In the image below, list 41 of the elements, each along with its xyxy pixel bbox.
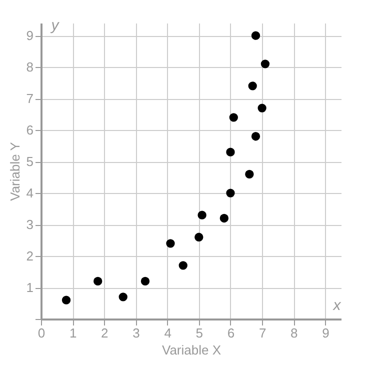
point	[258, 104, 266, 112]
annotation: x	[332, 297, 342, 314]
y-tick-label: 8	[26, 60, 34, 75]
point	[62, 296, 71, 304]
x-tick-label: 0	[38, 326, 46, 340]
x-axis-title: Variable X	[162, 342, 222, 358]
x-tick-label: 3	[132, 326, 140, 340]
y-tick-label: 2	[26, 248, 34, 264]
point	[260, 60, 270, 68]
point	[229, 113, 238, 122]
annotation: y	[50, 17, 60, 34]
point	[251, 132, 260, 141]
y-tick-label: 1	[26, 280, 34, 296]
y-axis-title: Variable Y	[7, 142, 22, 201]
point	[198, 210, 206, 220]
y-tick-label: 6	[26, 122, 34, 138]
point	[226, 188, 235, 198]
point	[166, 239, 175, 248]
x-tick-label: 7	[258, 326, 266, 340]
x-tick-label: 8	[290, 326, 298, 340]
y-tick-label: 3	[26, 217, 34, 232]
x-tick-label: 6	[227, 326, 235, 340]
x-tick-label: 9	[322, 326, 330, 340]
point	[251, 31, 260, 40]
point	[220, 214, 228, 223]
x-tick-label: 2	[101, 326, 108, 340]
x-tick-label: 4	[164, 326, 172, 340]
point	[140, 276, 150, 286]
point	[118, 292, 128, 302]
point	[178, 261, 188, 270]
point	[248, 82, 257, 90]
x-tick-label: 1	[69, 326, 77, 340]
y-tick-label: 9	[26, 28, 34, 44]
y-tick-label: 7	[26, 91, 34, 106]
x-tick-label: 5	[196, 326, 204, 340]
point	[226, 148, 235, 156]
point	[194, 232, 204, 242]
y-tick-label: 4	[26, 186, 34, 201]
y-tick-label: 5	[26, 154, 34, 170]
point	[94, 276, 102, 286]
point	[245, 170, 254, 178]
